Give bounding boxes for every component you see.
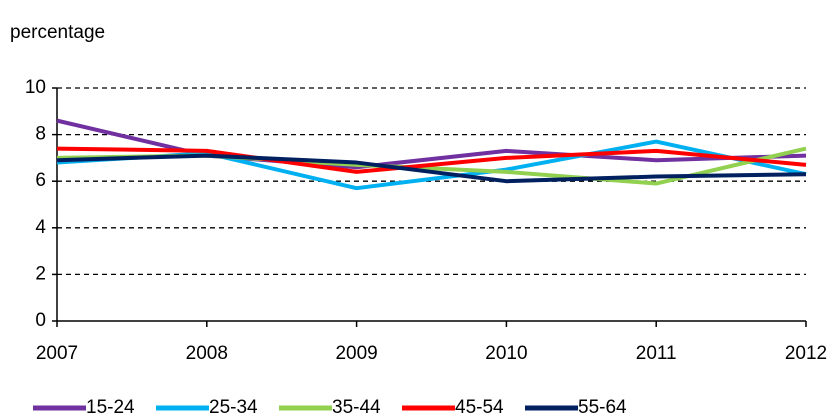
legend-label: 25-34 (209, 397, 258, 416)
y-tick-label: 8 (35, 124, 46, 145)
legend-label: 55-64 (578, 397, 627, 416)
x-tick-label: 2010 (485, 343, 527, 364)
y-tick-label: 6 (35, 170, 46, 191)
legend-label: 15-24 (86, 397, 135, 416)
y-axis-label: percentage (10, 22, 105, 43)
y-tick-label: 0 (35, 310, 46, 331)
x-tick-label: 2008 (186, 343, 228, 364)
series-line (56, 146, 807, 174)
legend-label: 45-54 (455, 397, 504, 416)
x-tick-label: 2011 (636, 343, 677, 364)
y-tick-label: 4 (35, 217, 46, 238)
legend-label: 35-44 (332, 397, 381, 416)
x-tick-label: 2007 (36, 343, 78, 364)
series-line (56, 118, 807, 170)
x-tick-label: 2009 (335, 343, 377, 364)
y-tick-label: 2 (35, 263, 46, 284)
series-line (56, 153, 807, 184)
y-tick-label: 10 (25, 77, 46, 98)
x-tick-label: 2012 (785, 343, 827, 364)
